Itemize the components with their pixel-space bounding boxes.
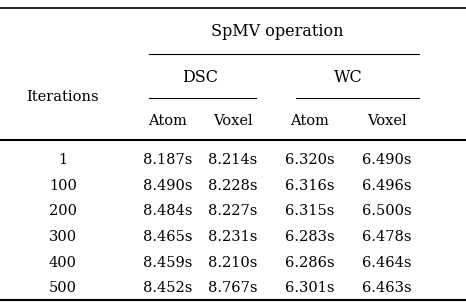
Text: 6.464s: 6.464s [362,256,411,270]
Text: 200: 200 [49,204,77,218]
Text: 8.231s: 8.231s [208,230,258,244]
Text: 8.214s: 8.214s [208,153,258,167]
Text: WC: WC [334,69,363,85]
Text: 6.283s: 6.283s [285,230,335,244]
Text: 8.459s: 8.459s [143,256,192,270]
Text: DSC: DSC [182,69,219,85]
Text: Voxel: Voxel [213,114,253,128]
Text: SpMV operation: SpMV operation [211,23,343,40]
Text: 300: 300 [49,230,77,244]
Text: 6.286s: 6.286s [285,256,335,270]
Text: Atom: Atom [290,114,329,128]
Text: 8.465s: 8.465s [143,230,192,244]
Text: 8.227s: 8.227s [208,204,258,218]
Text: 6.496s: 6.496s [362,179,411,193]
Text: 6.315s: 6.315s [285,204,335,218]
Text: 6.301s: 6.301s [285,281,335,295]
Text: 8.452s: 8.452s [143,281,192,295]
Text: 8.228s: 8.228s [208,179,258,193]
Text: 6.320s: 6.320s [285,153,335,167]
Text: 8.484s: 8.484s [143,204,192,218]
Text: Voxel: Voxel [367,114,407,128]
Text: Atom: Atom [148,114,187,128]
Text: 6.500s: 6.500s [362,204,411,218]
Text: 1: 1 [58,153,68,167]
Text: 500: 500 [49,281,77,295]
Text: 8.490s: 8.490s [143,179,192,193]
Text: 6.478s: 6.478s [362,230,411,244]
Text: 6.316s: 6.316s [285,179,335,193]
Text: 400: 400 [49,256,77,270]
Text: 6.490s: 6.490s [362,153,411,167]
Text: 6.463s: 6.463s [362,281,411,295]
Text: 8.187s: 8.187s [143,153,192,167]
Text: Iterations: Iterations [27,90,99,104]
Text: 100: 100 [49,179,77,193]
Text: 8.210s: 8.210s [208,256,258,270]
Text: 8.767s: 8.767s [208,281,258,295]
